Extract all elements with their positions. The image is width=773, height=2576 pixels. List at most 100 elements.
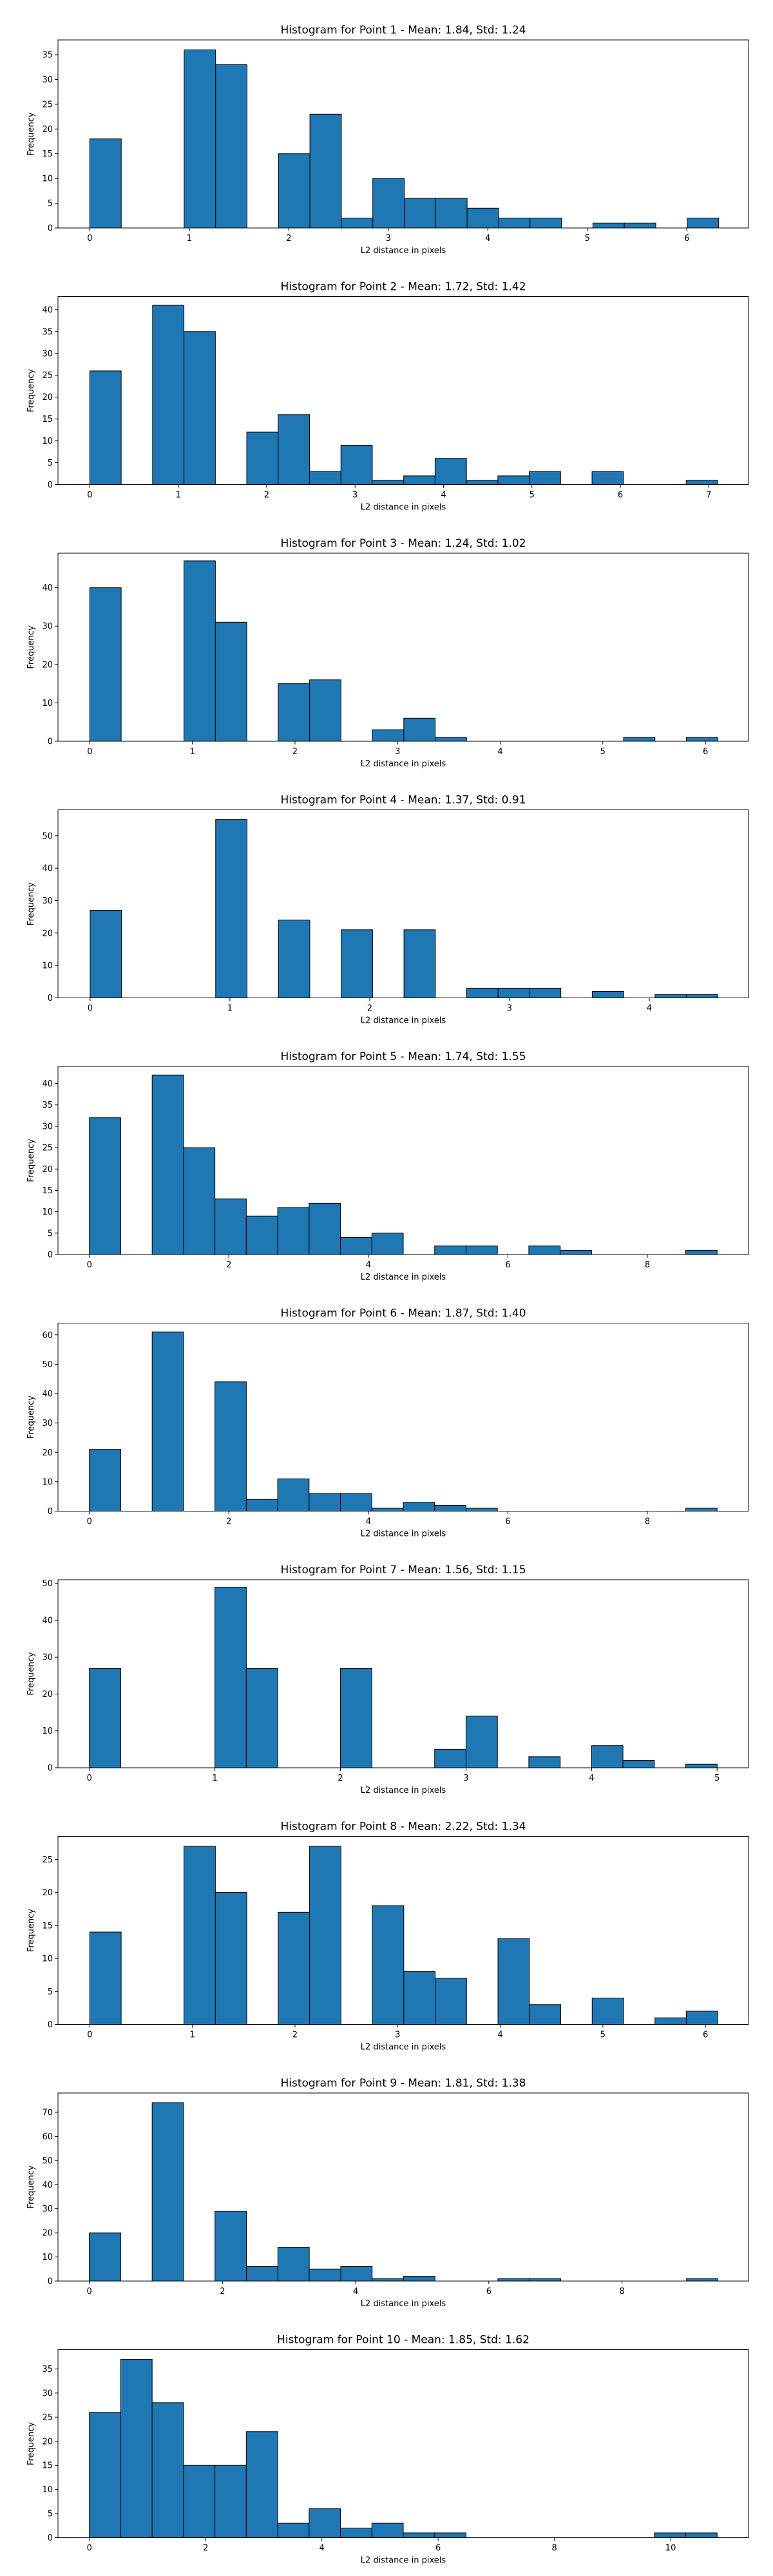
histogram-bar: [340, 444, 373, 486]
histogram-bar: [591, 1745, 624, 1768]
histogram-bar: [497, 987, 530, 999]
x-tick-label: 4: [647, 1004, 652, 1014]
histogram-bars: [89, 1331, 718, 1511]
x-axis-label: L2 distance in pixels: [361, 2043, 446, 2052]
histogram-bar: [340, 1236, 372, 1255]
histogram-bar: [465, 1245, 498, 1255]
x-tick-label: 1: [190, 2031, 195, 2040]
x-axis-label: L2 distance in pixels: [361, 2556, 446, 2566]
axes-frame: [57, 296, 749, 485]
histogram-bar: [403, 1502, 435, 1511]
chart-title: Histogram for Point 9 - Mean: 1.81, Std:…: [280, 2077, 526, 2090]
histogram-bars: [89, 305, 718, 486]
x-axis-label: L2 distance in pixels: [361, 2299, 446, 2309]
histogram-bar: [624, 222, 656, 229]
histogram-bar: [309, 2508, 341, 2538]
x-tick-label: 4: [589, 1774, 594, 1783]
x-tick-label: 1: [212, 1774, 217, 1783]
histogram-bar: [90, 910, 122, 998]
histogram-bar: [340, 1493, 372, 1511]
x-tick-label: 0: [87, 234, 92, 243]
y-tick-label: 25: [42, 2413, 53, 2423]
y-tick-label: 30: [42, 2389, 53, 2398]
histogram-bar: [685, 480, 718, 485]
y-tick-label: 30: [42, 896, 53, 906]
y-tick-label: 0: [48, 1507, 53, 1517]
histogram-bar: [435, 198, 468, 229]
histogram-bar: [278, 920, 310, 998]
histogram-bar: [215, 1198, 247, 1255]
histogram-bar: [371, 1233, 404, 1255]
chart-title: Histogram for Point 7 - Mean: 1.56, Std:…: [280, 1564, 526, 1577]
histogram-bar: [529, 2004, 562, 2025]
histogram-bar: [151, 1074, 184, 1255]
x-tick-label: 10: [665, 2544, 676, 2553]
y-tick-label: 35: [42, 1101, 53, 1110]
y-tick-label: 20: [42, 1165, 53, 1175]
y-axis-label: Frequency: [26, 2422, 36, 2465]
histogram-bar: [465, 1508, 498, 1511]
histogram-bar: [435, 737, 467, 742]
x-tick-label: 0: [87, 2031, 92, 2040]
x-tick-label: 2: [338, 1774, 343, 1783]
y-tick-label: 10: [42, 699, 53, 708]
histogram-bar: [278, 1911, 310, 2025]
histogram-bar: [246, 2266, 278, 2282]
histogram-bar: [277, 1207, 310, 1255]
y-tick-label: 25: [42, 100, 53, 109]
histogram-bar: [215, 2465, 247, 2539]
histogram-bar: [403, 2532, 435, 2539]
histogram-bar: [277, 1478, 310, 1511]
chart-title: Histogram for Point 3 - Mean: 1.24, Std:…: [280, 537, 526, 550]
histogram-bar: [528, 1245, 561, 1255]
histogram-bar: [434, 458, 467, 485]
histogram-bars: [89, 1846, 718, 2025]
x-tick-label: 6: [505, 1517, 510, 1527]
histogram-bar: [184, 1846, 216, 2025]
x-tick-label: 3: [463, 1774, 468, 1783]
y-tick-label: 10: [42, 1477, 53, 1487]
histogram-bar: [529, 987, 562, 999]
histogram-bar: [309, 2268, 341, 2282]
chart-title: Histogram for Point 2 - Mean: 1.72, Std:…: [280, 281, 526, 294]
histogram-bar: [120, 2358, 153, 2538]
x-tick-label: 8: [619, 2287, 624, 2297]
histogram-bar: [528, 1756, 561, 1768]
y-tick-label: 40: [42, 864, 53, 874]
y-tick-label: 20: [42, 929, 53, 938]
x-tick-label: 2: [220, 2287, 225, 2297]
histogram-bar: [341, 218, 374, 229]
y-tick-label: 30: [42, 1122, 53, 1132]
y-tick-label: 20: [42, 125, 53, 135]
histogram-bar: [245, 1215, 278, 1255]
x-axis-label: L2 distance in pixels: [361, 1530, 446, 1539]
y-tick-label: 10: [42, 961, 53, 971]
histogram-bar: [215, 1892, 247, 2025]
axes-frame: [57, 2092, 749, 2282]
y-tick-label: 20: [42, 660, 53, 670]
histogram-bar: [340, 1667, 372, 1768]
x-tick-label: 6: [618, 491, 623, 500]
y-tick-label: 15: [42, 2461, 53, 2471]
chart-panel-4: Histogram for Point 4 - Mean: 1.37, Std:…: [26, 794, 749, 1026]
chart-title: Histogram for Point 10 - Mean: 1.85, Std…: [277, 2334, 530, 2347]
histogram-bars: [89, 560, 718, 742]
chart-title: Histogram for Point 8 - Mean: 2.22, Std:…: [280, 1821, 526, 1833]
histogram-bar: [497, 1938, 530, 2025]
histogram-bar: [215, 1381, 247, 1511]
histogram-bar: [309, 1202, 341, 1255]
y-tick-label: 30: [42, 1419, 53, 1428]
histogram-bar: [309, 679, 341, 742]
y-axis-label: Frequency: [26, 1396, 36, 1439]
x-tick-label: 4: [366, 1260, 371, 1270]
x-tick-label: 5: [530, 491, 535, 500]
x-tick-label: 6: [505, 1260, 510, 1270]
histogram-bar: [371, 1508, 404, 1511]
chart-panel-7: Histogram for Point 7 - Mean: 1.56, Std:…: [26, 1564, 749, 1795]
y-tick-label: 0: [48, 224, 53, 234]
histogram-bar: [89, 1667, 121, 1768]
histogram-bar: [654, 2017, 687, 2025]
histogram-bar: [372, 1905, 405, 2025]
histogram-bar: [89, 138, 122, 229]
